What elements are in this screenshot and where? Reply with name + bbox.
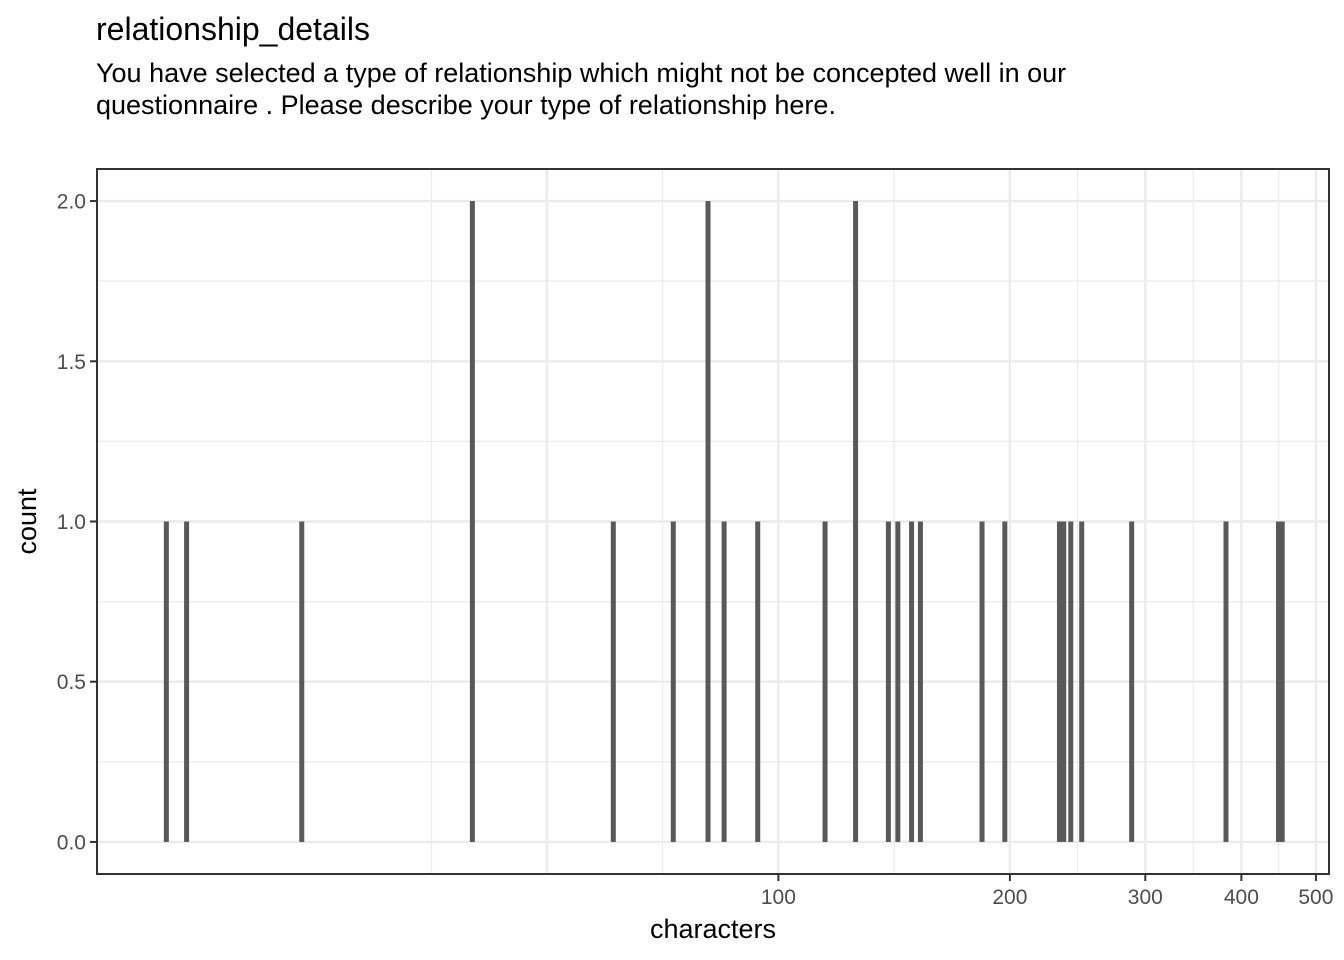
histogram-bar xyxy=(299,521,305,842)
histogram-bar xyxy=(909,521,915,842)
chart-subtitle: You have selected a type of relationship… xyxy=(96,58,1067,120)
y-tick-label: 0.5 xyxy=(57,671,86,694)
histogram-bar xyxy=(979,521,985,842)
histogram-bar xyxy=(1061,521,1067,842)
histogram-bar xyxy=(610,521,616,842)
histogram-bar xyxy=(1129,521,1135,842)
y-tick-label: 1.0 xyxy=(57,511,86,534)
x-tick-label: 100 xyxy=(761,886,796,909)
histogram-bar xyxy=(895,521,901,842)
y-axis: 0.0 0.5 1.0 1.5 2.0 xyxy=(57,191,97,854)
histogram-bar xyxy=(1079,521,1085,842)
histogram-bar xyxy=(755,521,761,842)
histogram-bar xyxy=(469,201,475,842)
chart-title: relationship_details xyxy=(96,11,370,47)
bars xyxy=(163,201,1285,842)
y-tick-label: 2.0 xyxy=(57,191,86,214)
histogram-bar xyxy=(1275,521,1281,842)
histogram-bar xyxy=(721,521,727,842)
x-tick-label: 200 xyxy=(992,886,1027,909)
histogram-bar xyxy=(885,521,891,842)
x-tick-label: 400 xyxy=(1224,886,1259,909)
histogram-bar xyxy=(1056,521,1062,842)
histogram-bar xyxy=(1002,521,1008,842)
grid-lines xyxy=(97,169,1329,874)
x-axis: 100 200 300 400 500 xyxy=(761,874,1333,909)
histogram-bar xyxy=(853,201,859,842)
x-tick-label: 300 xyxy=(1128,886,1163,909)
histogram-bar xyxy=(1223,521,1229,842)
histogram-bar xyxy=(1068,521,1074,842)
histogram-bar xyxy=(184,521,190,842)
histogram-bar xyxy=(1279,521,1285,842)
y-tick-label: 1.5 xyxy=(57,351,86,374)
x-tick-label: 500 xyxy=(1298,886,1333,909)
histogram-bar xyxy=(917,521,923,842)
histogram-bar xyxy=(163,521,169,842)
x-axis-title: characters xyxy=(650,914,776,944)
histogram-bar xyxy=(670,521,676,842)
y-tick-label: 0.0 xyxy=(57,831,86,854)
histogram-bar xyxy=(822,521,828,842)
y-axis-title: count xyxy=(12,488,42,555)
histogram-bar xyxy=(705,201,711,842)
